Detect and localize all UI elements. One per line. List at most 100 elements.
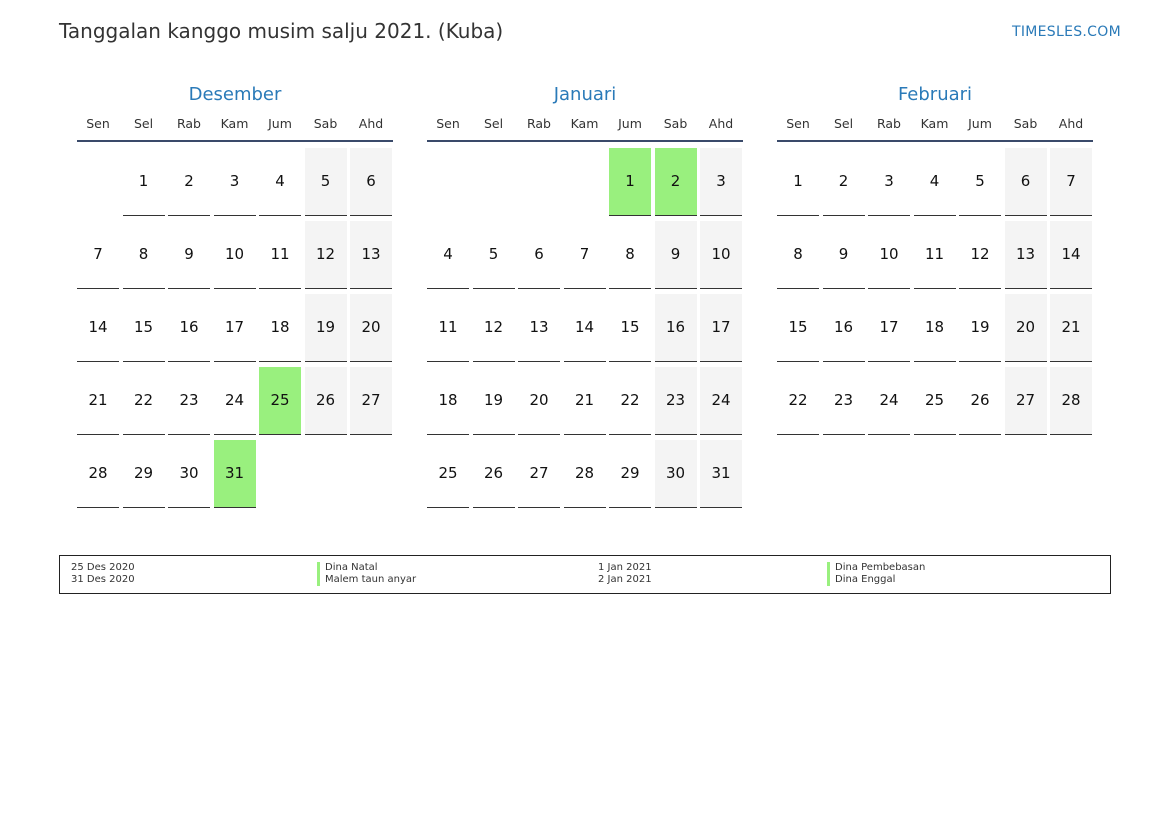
day-cell: 20 xyxy=(350,294,392,362)
month-februari: Februari Sen Sel Rab Kam Jum Sab Ahd 1 2 3 4 5 6 7 8 9 10… xyxy=(777,84,1093,435)
day-cell: 12 xyxy=(304,221,347,289)
day-cell: 6 xyxy=(350,148,392,216)
day-cell: 4 xyxy=(427,221,469,289)
day-cell: 16 xyxy=(168,294,210,362)
legend-holiday-name: Dina Enggal xyxy=(827,574,895,586)
day-cell: 29 xyxy=(609,440,651,508)
weekday-label: Kam xyxy=(220,116,249,131)
day-cell: 7 xyxy=(77,221,119,289)
day-cell: 10 xyxy=(213,221,256,289)
weekday-header: Sen Sel Rab Kam Jum Sab Ahd xyxy=(427,115,743,142)
day-cell: 20 xyxy=(1004,294,1047,362)
day-cell: 9 xyxy=(654,221,697,289)
day-cell: 13 xyxy=(518,294,560,362)
day-cell: 4 xyxy=(259,148,301,216)
day-cell: 2 xyxy=(168,148,210,216)
day-cell: 27 xyxy=(1004,367,1047,435)
month-title: Februari xyxy=(897,84,973,105)
day-cell: 2 xyxy=(822,148,865,216)
brand-link[interactable]: TIMESLES.COM xyxy=(1012,24,1121,40)
day-cell: 26 xyxy=(304,367,347,435)
legend-holiday-name: Dina Natal xyxy=(317,562,378,574)
day-cell: 14 xyxy=(563,294,606,362)
day-cell: 8 xyxy=(122,221,165,289)
day-cell: 11 xyxy=(427,294,469,362)
day-cell: 22 xyxy=(609,367,651,435)
weekday-label: Sen xyxy=(436,116,460,131)
day-cell: 5 xyxy=(472,221,515,289)
day-cell: 10 xyxy=(868,221,910,289)
day-cell: 24 xyxy=(700,367,742,435)
day-cell: 17 xyxy=(868,294,910,362)
holiday-legend: 25 Des 2020 31 Des 2020 Dina Natal Malem… xyxy=(59,555,1111,594)
weekday-label: Rab xyxy=(876,116,901,131)
legend-date: 25 Des 2020 xyxy=(71,562,135,573)
month-title: Desember xyxy=(188,84,282,105)
weekday-label: Sab xyxy=(1013,116,1038,131)
day-cell: 15 xyxy=(609,294,651,362)
weekday-label: Sab xyxy=(663,116,688,131)
holiday-day-cell: 25 xyxy=(259,367,301,435)
day-cell: 19 xyxy=(472,367,515,435)
day-cell: 1 xyxy=(122,148,165,216)
day-cell: 27 xyxy=(350,367,392,435)
day-cell: 25 xyxy=(427,440,469,508)
holiday-day-cell: 1 xyxy=(609,148,651,216)
day-cell: 26 xyxy=(959,367,1001,435)
weekday-label: Sen xyxy=(786,116,810,131)
weekday-label: Sen xyxy=(86,116,110,131)
month-title: Januari xyxy=(553,84,617,105)
legend-date: 1 Jan 2021 xyxy=(598,562,652,573)
weekday-header: Sen Sel Rab Kam Jum Sab Ahd xyxy=(777,115,1093,142)
legend-date: 2 Jan 2021 xyxy=(598,574,652,585)
day-cell: 7 xyxy=(1050,148,1092,216)
day-cell: 13 xyxy=(350,221,392,289)
day-cell: 21 xyxy=(563,367,606,435)
holiday-day-cell: 2 xyxy=(654,148,697,216)
day-cell: 24 xyxy=(868,367,910,435)
day-cell: 12 xyxy=(959,221,1001,289)
day-cell: 16 xyxy=(822,294,865,362)
day-cell: 11 xyxy=(259,221,301,289)
day-cell: 3 xyxy=(868,148,910,216)
day-cell: 8 xyxy=(777,221,819,289)
day-cell: 17 xyxy=(213,294,256,362)
day-cell: 1 xyxy=(777,148,819,216)
day-cell: 21 xyxy=(1050,294,1092,362)
day-cell: 11 xyxy=(913,221,956,289)
day-cell: 19 xyxy=(304,294,347,362)
day-cell: 23 xyxy=(168,367,210,435)
day-cell: 3 xyxy=(213,148,256,216)
day-cell: 6 xyxy=(518,221,560,289)
day-cell: 22 xyxy=(777,367,819,435)
holiday-day-cell: 31 xyxy=(213,440,256,508)
day-cell: 18 xyxy=(427,367,469,435)
day-cell: 30 xyxy=(168,440,210,508)
page-title: Tanggalan kanggo musim salju 2021. (Kuba… xyxy=(59,19,504,43)
day-cell: 23 xyxy=(822,367,865,435)
day-cell: 15 xyxy=(122,294,165,362)
day-cell: 26 xyxy=(472,440,515,508)
day-cell: 16 xyxy=(654,294,697,362)
day-cell: 9 xyxy=(822,221,865,289)
month-desember: Desember Sen Sel Rab Kam Jum Sab Ahd 1 2 3 4 5 6 7 8 9 10… xyxy=(77,84,393,508)
weekday-label: Sel xyxy=(133,116,154,131)
day-cell: 7 xyxy=(563,221,606,289)
weekday-label: Sab xyxy=(313,116,338,131)
day-cell: 13 xyxy=(1004,221,1047,289)
weekday-label: Jum xyxy=(968,116,992,131)
day-cell: 14 xyxy=(77,294,119,362)
weekday-label: Ahd xyxy=(358,116,384,131)
day-cell: 22 xyxy=(122,367,165,435)
day-cell: 3 xyxy=(700,148,742,216)
day-cell: 5 xyxy=(959,148,1001,216)
weekday-label: Sel xyxy=(833,116,854,131)
day-cell: 18 xyxy=(259,294,301,362)
day-cell: 15 xyxy=(777,294,819,362)
day-cell: 8 xyxy=(609,221,651,289)
weekday-label: Rab xyxy=(176,116,201,131)
legend-date: 31 Des 2020 xyxy=(71,574,135,585)
month-januari: Januari Sen Sel Rab Kam Jum Sab Ahd 1 2 3 4 5 6 7 8 9 10 1… xyxy=(427,84,743,508)
legend-holiday-name: Malem taun anyar xyxy=(317,574,416,586)
day-cell: 24 xyxy=(213,367,256,435)
